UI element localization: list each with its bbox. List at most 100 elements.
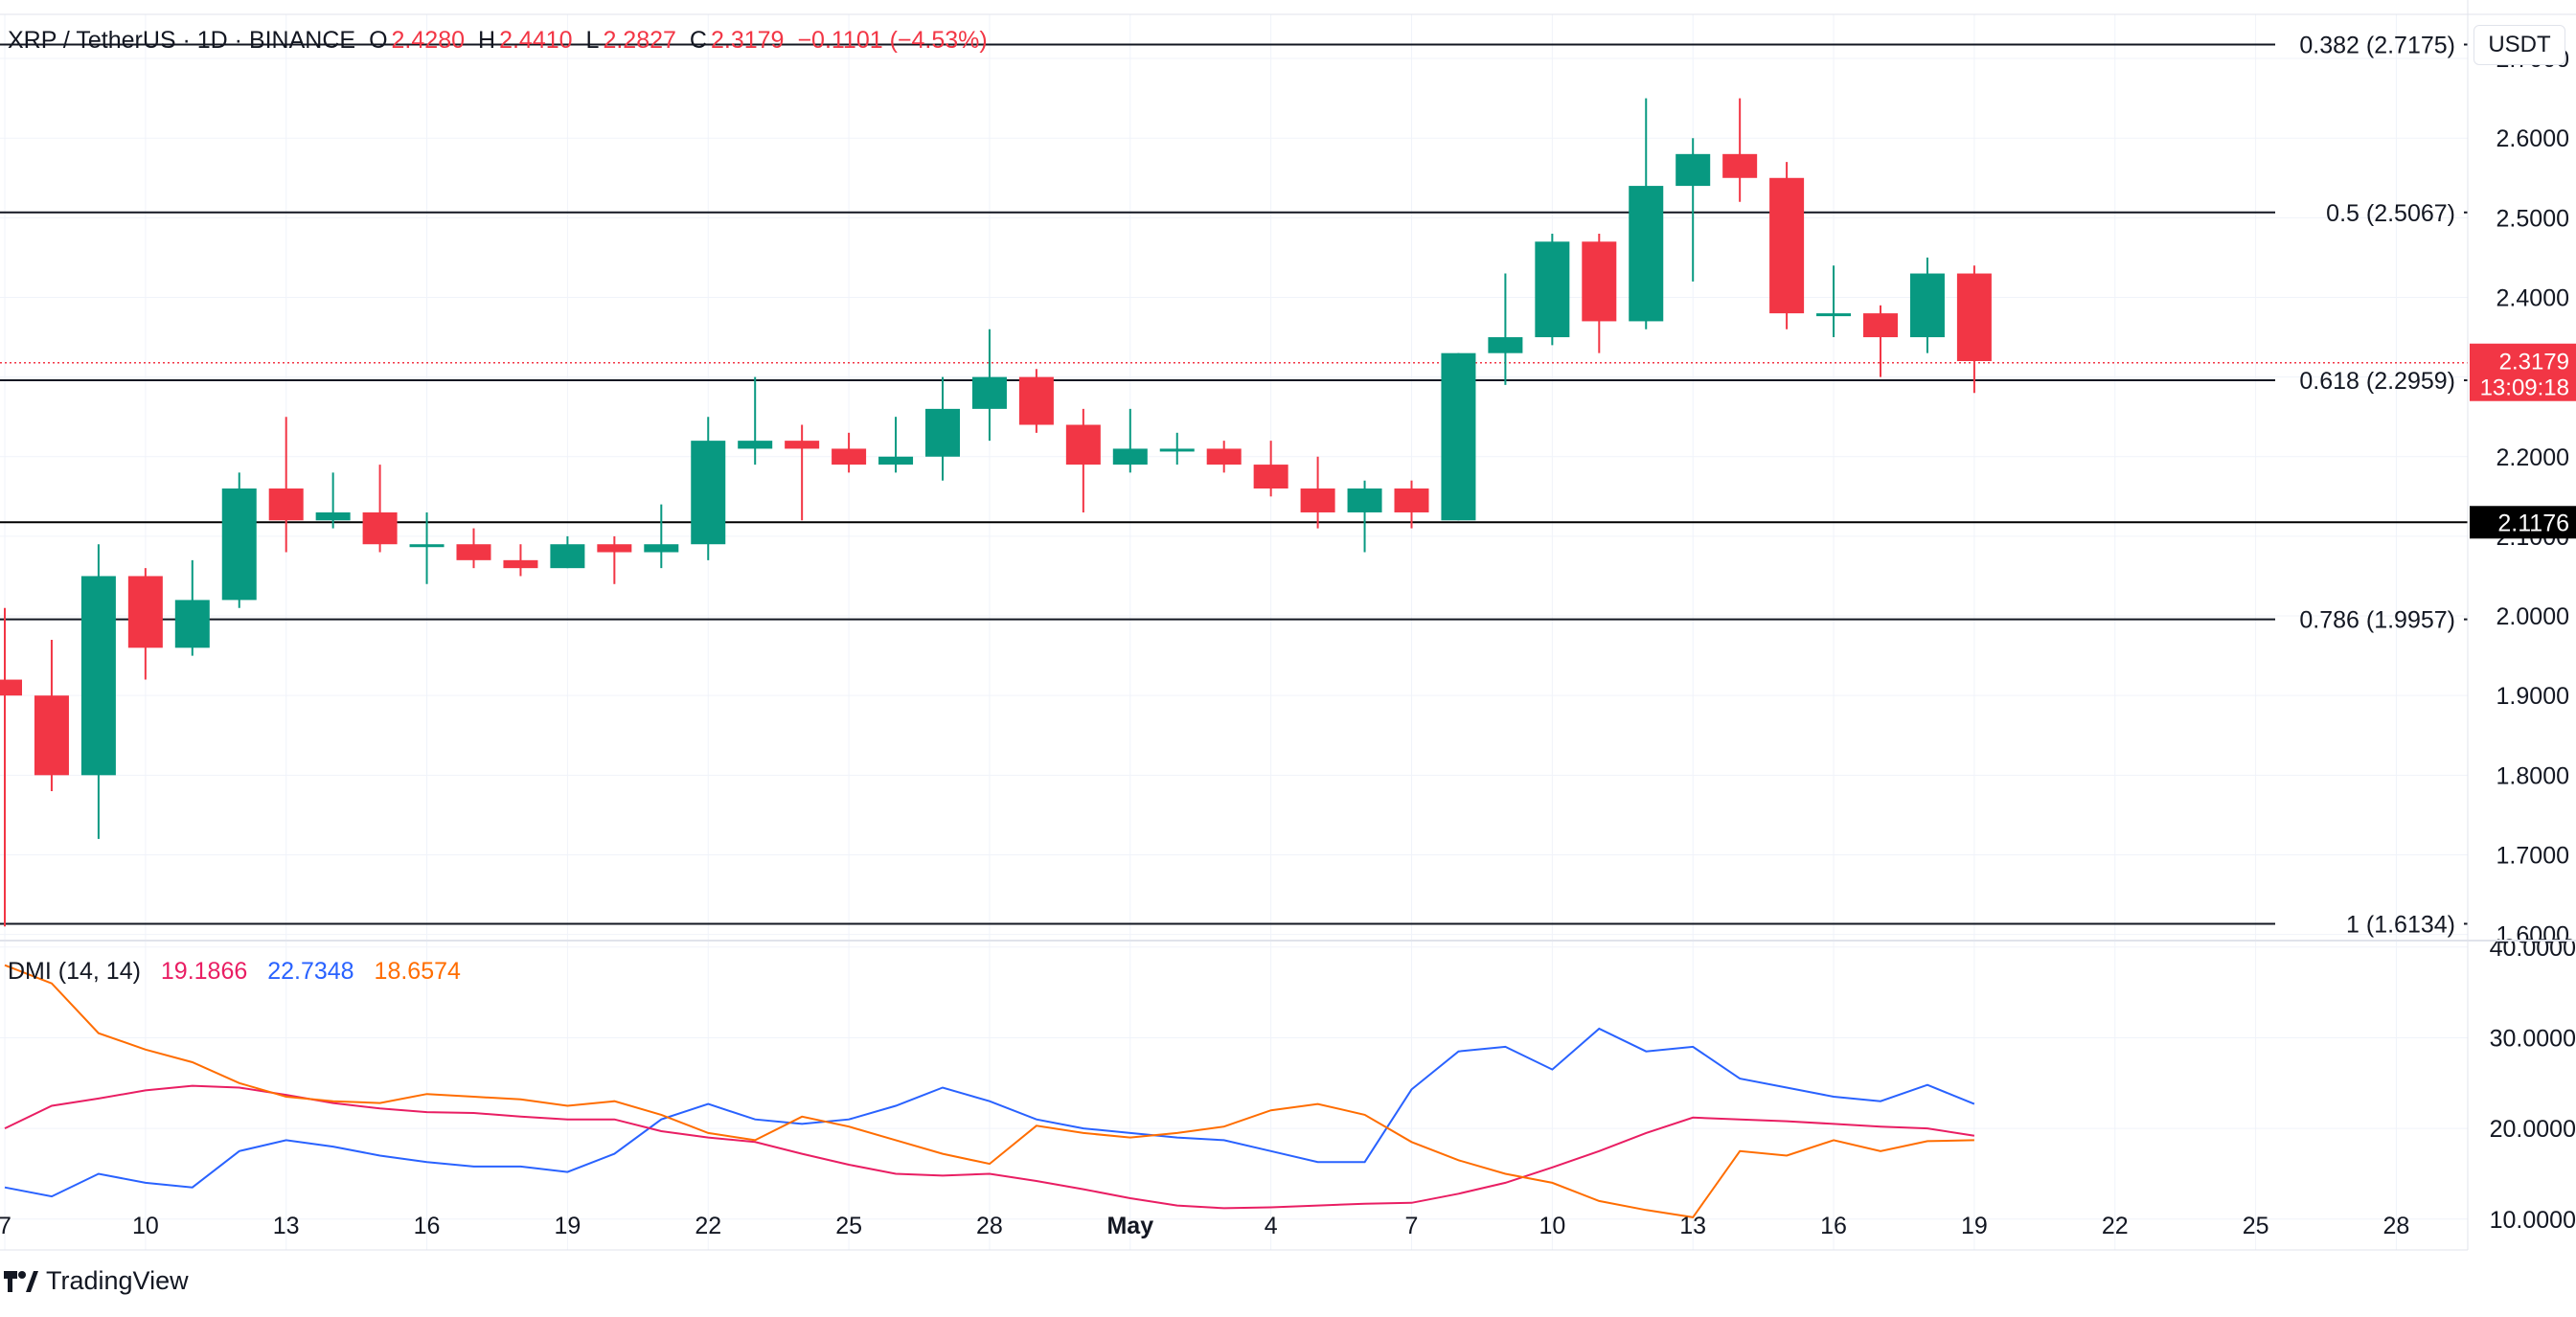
candle <box>1300 456 1335 529</box>
close-label: C <box>689 27 707 54</box>
candle-body <box>503 559 538 569</box>
candle <box>1816 265 1852 338</box>
candle-body <box>1863 313 1898 338</box>
dmi-title[interactable]: DMI (14, 14) <box>8 958 141 985</box>
grid-lines <box>0 14 2468 1250</box>
candle-body <box>34 695 69 776</box>
currency-button[interactable]: USDT <box>2473 25 2565 65</box>
candle-body <box>1065 424 1101 465</box>
low-value: 2.2827 <box>603 27 676 54</box>
candle-body <box>1535 241 1570 338</box>
candle-body <box>550 544 585 569</box>
candle <box>1909 257 1945 353</box>
candle <box>550 535 585 569</box>
candle-body <box>1676 153 1711 187</box>
axes: 7 10 13 16 19 22 25 28 May 4 7 10 13 16 19 22 25 28 1.6000… <box>0 0 2576 1251</box>
y-tick-label: 2.5000 <box>2496 205 2569 232</box>
candle-body <box>268 488 304 521</box>
candle-body <box>1206 448 1242 465</box>
candlesticks <box>0 98 1992 927</box>
candle <box>1441 352 1476 521</box>
countdown-label: 13:09:18 <box>2480 375 2569 401</box>
dmi-line-adx <box>4 964 1974 1218</box>
candle <box>1769 162 1805 329</box>
candle <box>127 568 163 680</box>
candle-body <box>1629 186 1664 322</box>
candle <box>0 607 22 927</box>
dmi-minus-value: 19.1866 <box>160 958 248 985</box>
candle-body <box>221 488 257 601</box>
x-tick-label: 10 <box>1539 1213 1565 1239</box>
candle <box>1863 305 1898 377</box>
candle <box>925 376 960 481</box>
support-price-tag <box>2470 506 2576 539</box>
candle-body <box>456 544 491 560</box>
high-value: 2.4410 <box>499 27 573 54</box>
x-tick-label: 22 <box>695 1213 721 1239</box>
dmi-plus-value: 22.7348 <box>267 958 354 985</box>
candle <box>1676 138 1711 282</box>
candle <box>1206 441 1242 473</box>
candle-body <box>1300 488 1335 512</box>
x-tick-label: 16 <box>414 1213 441 1239</box>
candle-body <box>832 448 867 465</box>
candle-body <box>1582 241 1617 322</box>
fib-level-label: 0.382 (2.7175) <box>2299 33 2455 59</box>
tradingview-brand[interactable]: TradingView <box>4 1266 189 1296</box>
x-tick-label: 13 <box>273 1213 300 1239</box>
x-tick-label: 4 <box>1265 1213 1278 1239</box>
candle <box>1629 98 1664 329</box>
last-price-tag <box>2470 343 2576 401</box>
candle-body <box>1253 465 1288 489</box>
candle <box>738 376 773 465</box>
candle <box>174 559 210 656</box>
candle-body <box>644 544 679 553</box>
close-value: 2.3179 <box>710 27 785 54</box>
candle <box>1394 480 1429 529</box>
candle <box>1722 98 1758 202</box>
dmi-lines <box>4 964 1975 1218</box>
candle <box>597 535 632 584</box>
symbol-title[interactable]: XRP / TetherUS · 1D · BINANCE <box>8 27 356 54</box>
candle-body <box>738 441 773 449</box>
candle-body <box>1909 273 1945 338</box>
tradingview-logo-icon <box>4 1270 38 1292</box>
candle <box>362 465 398 553</box>
support-price-label: 2.1176 <box>2497 510 2569 536</box>
candle <box>315 472 351 529</box>
x-tick-label: 7 <box>1405 1213 1419 1239</box>
candle <box>785 424 820 521</box>
adx-value: 18.6574 <box>374 958 461 985</box>
candle-body <box>80 576 116 776</box>
candle <box>971 329 1007 442</box>
y-tick-label: 1.9000 <box>2496 683 2569 710</box>
candle-body <box>1956 273 1992 361</box>
candle <box>878 417 914 473</box>
tradingview-label: TradingView <box>46 1266 189 1295</box>
low-label: L <box>585 27 600 54</box>
x-tick-label: 19 <box>1961 1213 1988 1239</box>
candle <box>1159 432 1195 465</box>
candle <box>1018 369 1054 433</box>
candle-body <box>409 544 445 548</box>
x-tick-label: 25 <box>2243 1213 2269 1239</box>
candle-body <box>597 544 632 553</box>
candle-body <box>878 456 914 465</box>
dmi-legend: DMI (14, 14) 19.1866 22.7348 18.6574 <box>8 958 474 986</box>
candle <box>1065 408 1101 512</box>
x-tick-label: 19 <box>554 1213 581 1239</box>
x-tick-label: 13 <box>1679 1213 1706 1239</box>
open-label: O <box>369 27 388 54</box>
candle <box>80 544 116 839</box>
candle <box>644 504 679 569</box>
candle-body <box>1112 448 1148 465</box>
candle-body <box>785 441 820 449</box>
fibonacci-levels: 0.382 (2.7175) 0.5 (2.5067) 0.618 (2.2959)… <box>0 33 2468 938</box>
candle-body <box>1441 352 1476 521</box>
y-tick-label: 1.7000 <box>2496 842 2569 869</box>
dmi-line-plus_di <box>4 1027 1975 1198</box>
y-tick-label: 1.8000 <box>2496 762 2569 789</box>
candle <box>832 432 867 473</box>
